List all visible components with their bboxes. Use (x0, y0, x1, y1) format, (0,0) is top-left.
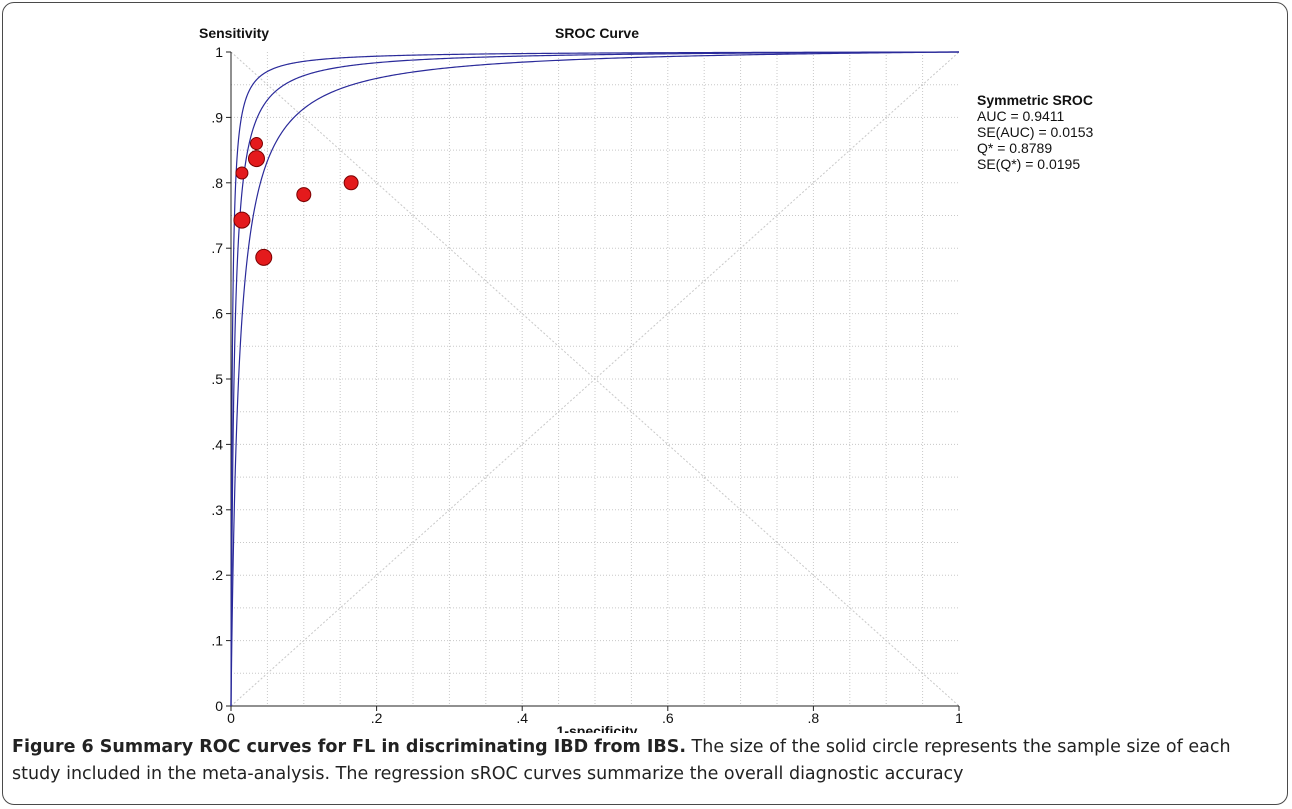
study-point (247, 150, 265, 168)
y-tick-label: 0 (215, 698, 223, 714)
chart-title: SROC Curve (555, 25, 639, 41)
axes: 0 .1 .2 .3 .4 .5 .6 .7 .8 .9 1 0 .2 .4 .6 .8 1 (211, 44, 963, 726)
x-axis-title: 1-specificity (557, 723, 638, 733)
diagonal-lines (230, 51, 960, 707)
stats-line-auc: AUC = 0.9411 (977, 108, 1065, 124)
study-point (249, 137, 263, 151)
stats-annotation: Symmetric SROC AUC = 0.9411 SE(AUC) = 0.… (977, 92, 1094, 172)
y-tick-label: .9 (211, 109, 223, 125)
x-tick-label: .2 (371, 710, 383, 726)
stats-heading: Symmetric SROC (977, 92, 1093, 108)
y-tick-label: 1 (215, 44, 223, 60)
symmetry-diagonal (230, 51, 960, 707)
stats-line-se-auc: SE(AUC) = 0.0153 (977, 124, 1094, 140)
x-tick-label: 0 (227, 710, 235, 726)
grid-layer (231, 52, 959, 706)
sroc-curve (230, 51, 960, 706)
x-tick-label: .4 (516, 710, 528, 726)
y-tick-label: .2 (211, 567, 223, 583)
y-axis-title: Sensitivity (199, 25, 269, 41)
study-point (296, 187, 312, 203)
study-point (233, 211, 251, 229)
y-tick-label: .3 (211, 502, 223, 518)
study-points (233, 137, 359, 266)
sroc-curve (230, 51, 960, 706)
figure-caption: Figure 6 Summary ROC curves for FL in di… (12, 734, 1277, 788)
caption-title: Figure 6 Summary ROC curves for FL in di… (12, 737, 686, 757)
y-tick-label: .7 (211, 240, 223, 256)
x-tick-label: .8 (808, 710, 820, 726)
y-tick-label: .6 (211, 306, 223, 322)
chart-labels: Sensitivity SROC Curve 1-specificity Sym… (199, 25, 1094, 739)
sroc-chart: 0 .1 .2 .3 .4 .5 .6 .7 .8 .9 1 0 .2 .4 .6 .8 1 Sensitivi… (199, 25, 1094, 739)
study-point (343, 175, 359, 191)
x-tick-label: .6 (662, 710, 674, 726)
y-tick-label: .1 (211, 633, 223, 649)
sroc-curves (230, 51, 960, 706)
stats-line-q: Q* = 0.8789 (977, 140, 1052, 156)
y-tick-label: .8 (211, 175, 223, 191)
study-point (255, 248, 273, 266)
sroc-curve (230, 51, 960, 706)
stats-line-se-q: SE(Q*) = 0.0195 (977, 156, 1080, 172)
study-point (235, 166, 249, 180)
y-tick-label: .4 (211, 436, 223, 452)
caption-text: The size of the solid circle represents … (12, 737, 1231, 784)
y-tick-label: .5 (211, 371, 223, 387)
x-tick-label: 1 (955, 710, 963, 726)
